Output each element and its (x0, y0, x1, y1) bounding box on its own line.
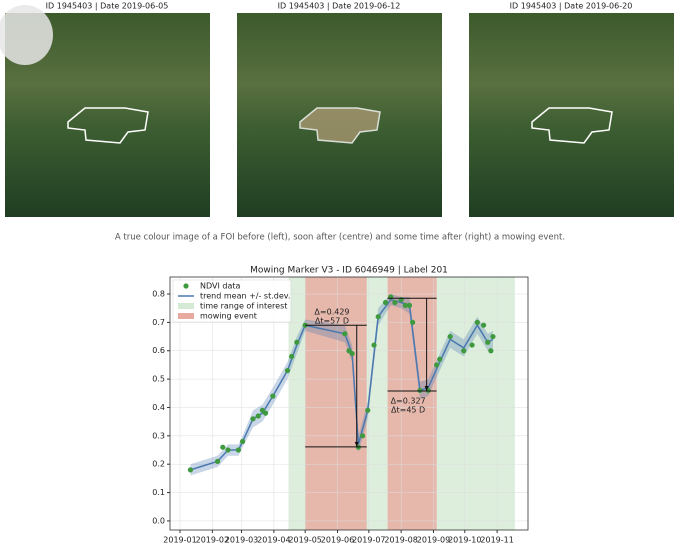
data-point (375, 314, 381, 320)
data-point (262, 410, 269, 416)
legend-marker (178, 303, 194, 309)
data-point (410, 319, 416, 325)
plot-frame (169, 276, 529, 531)
data-point (488, 348, 494, 354)
legend-marker (178, 313, 194, 319)
event-label: Δt=57 D (315, 317, 349, 326)
x-tick-label: 2019-06 (321, 536, 354, 545)
image-panel: ID 1945403 | Date 2019-06-12 (237, 2, 442, 217)
image-panel: ID 1945403 | Date 2019-06-05 (0, 2, 210, 217)
data-point (490, 333, 496, 340)
data-point (187, 467, 194, 473)
data-point (294, 339, 300, 345)
data-point (240, 438, 246, 445)
field-outline (531, 107, 613, 144)
field-outline (299, 107, 381, 144)
data-point (382, 299, 389, 306)
arrow-head (424, 386, 429, 392)
data-point (437, 356, 443, 362)
data-point (289, 353, 295, 360)
y-tick-label: 0.7 (152, 318, 165, 327)
data-point (250, 416, 256, 422)
caption: A true colour image of a FOI before (lef… (115, 233, 565, 243)
image-panel: ID 1945403 | Date 2019-06-20 (469, 2, 674, 217)
image-title: ID 1945403 | Date 2019-06-12 (278, 2, 401, 11)
x-tick-label: 2019-03 (225, 536, 258, 545)
y-tick-label: 0.4 (152, 403, 165, 412)
data-point (417, 387, 423, 394)
y-tick-label: 0.2 (152, 460, 165, 469)
legend-label: trend mean +/- st.dev. (200, 292, 290, 301)
data-point (235, 447, 242, 453)
legend-marker (183, 283, 189, 289)
data-point (480, 322, 487, 328)
cloud (0, 5, 53, 65)
x-tick-label: 2019-05 (288, 536, 321, 545)
data-point (461, 348, 467, 354)
data-point (469, 342, 475, 348)
data-point (349, 350, 355, 357)
image-title: ID 1945403 | Date 2019-06-20 (510, 2, 633, 11)
y-tick-label: 0.0 (152, 516, 165, 525)
y-tick-label: 0.1 (152, 488, 165, 497)
data-point (359, 433, 366, 439)
x-tick-label: 2019-02 (196, 536, 229, 545)
x-tick-label: 2019-04 (257, 536, 290, 545)
event-label: Δt=45 D (391, 406, 425, 415)
satellite-image (469, 13, 674, 217)
legend-label: mowing event (200, 312, 257, 321)
data-point (255, 413, 261, 419)
data-point (214, 458, 221, 464)
data-point (434, 362, 440, 368)
y-tick-label: 0.6 (152, 346, 165, 355)
data-point (406, 302, 413, 308)
x-tick-label: 2019-09 (417, 536, 450, 545)
data-point (270, 393, 276, 399)
data-point (284, 367, 291, 374)
data-point (447, 333, 453, 340)
data-point (402, 302, 408, 308)
field-outline (67, 107, 149, 144)
x-tick-label: 2019-08 (384, 536, 417, 545)
y-tick-label: 0.5 (152, 375, 165, 384)
data-point (342, 331, 348, 337)
data-point (225, 447, 231, 453)
x-tick-label: 2019-07 (352, 536, 385, 545)
legend-label: NDVI data (200, 282, 240, 291)
y-tick-label: 0.8 (152, 290, 165, 299)
data-point (392, 299, 398, 306)
data-point (485, 339, 491, 345)
x-tick-label: 2019-01 (163, 536, 196, 545)
arrow-head (354, 441, 359, 447)
chart-title: Mowing Marker V3 - ID 6046949 | Label 20… (250, 266, 448, 276)
legend-label: time range of interest (200, 302, 287, 311)
event-label: Δ=0.327 (391, 397, 426, 406)
y-tick-label: 0.3 (152, 431, 165, 440)
data-point (474, 319, 480, 325)
data-point (371, 342, 377, 348)
event-label: Δ=0.429 (314, 308, 349, 317)
x-tick-label: 2019-11 (480, 536, 513, 545)
data-point (365, 407, 371, 413)
span (387, 277, 437, 530)
data-point (220, 444, 226, 450)
plot: 0.00.10.20.30.40.50.60.70.82019-012019-0… (152, 276, 529, 545)
x-tick-label: 2019-10 (448, 536, 481, 545)
trend-line (190, 298, 494, 471)
image-title: ID 1945403 | Date 2019-06-05 (46, 2, 169, 11)
